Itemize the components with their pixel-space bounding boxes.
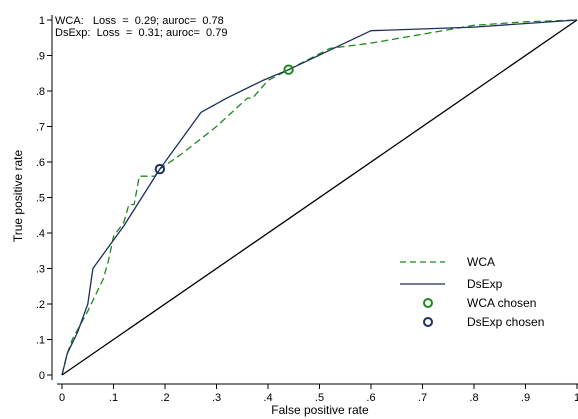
y-tick-label: .6 [36,157,45,169]
x-tick-label: .5 [315,392,324,404]
series-line-dsexp [61,19,578,376]
legend-label-wca: WCA [467,255,495,269]
x-tick-label: .2 [160,392,169,404]
x-ticks: 0 .1 .2 .3 .4 .5 .6 .7 .8 .9 1 [59,384,578,404]
legend-marker-wca-chosen [423,298,433,308]
chosen-point-dsexp-chosen [154,163,166,175]
chosen-points-layer [154,64,294,175]
legend-label-dsexp: DsExp [467,277,503,291]
x-tick-label: .6 [366,392,375,404]
x-tick-label: 1 [574,392,578,404]
annotation-line-dsexp: DsExp: Loss = 0.31; auroc= 0.79 [55,27,227,39]
y-tick-label: .8 [36,86,45,98]
legend: WCA DsExp WCA chosen DsExp chosen [400,255,544,329]
series-line-reference [61,19,578,376]
x-tick-label: .8 [469,392,478,404]
x-tick-label: .7 [418,392,427,404]
x-axis-title: False positive rate [271,403,369,417]
annotation-line-wca: WCA: Loss = 0.29; auroc= 0.78 [55,15,224,27]
annotation-block: WCA: Loss = 0.29; auroc= 0.78 DsExp: Los… [55,15,227,39]
y-tick-label: .3 [36,264,45,276]
y-tick-label: .4 [36,228,45,240]
y-tick-label: .5 [36,193,45,205]
legend-label-dsexp-chosen: DsExp chosen [467,315,544,329]
chosen-point-wca-chosen [283,64,294,75]
series-layer [61,19,578,376]
y-tick-label: .9 [36,51,45,63]
y-tick-label: .1 [36,335,45,347]
y-tick-label: 1 [39,15,45,27]
y-axis-title: True positive rate [11,150,25,243]
x-tick-label: .9 [521,392,530,404]
x-tick-label: .1 [109,392,118,404]
x-tick-label: .3 [212,392,221,404]
y-tick-label: 0 [39,370,45,382]
x-tick-label: 0 [59,392,65,404]
y-ticks: 0 .1 .2 .3 .4 .5 .6 .7 .8 .9 1 [36,15,52,382]
legend-label-wca-chosen: WCA chosen [467,296,536,310]
plot-area: 0 .1 .2 .3 .4 .5 .6 .7 .8 .9 1 0 .1 .2 .3 .4 .5 .6 .7 .8 .9… [36,15,578,404]
y-tick-label: .2 [36,299,45,311]
legend-marker-dsexp-chosen [423,317,433,327]
y-tick-label: .7 [36,122,45,134]
x-tick-label: .4 [263,392,272,404]
